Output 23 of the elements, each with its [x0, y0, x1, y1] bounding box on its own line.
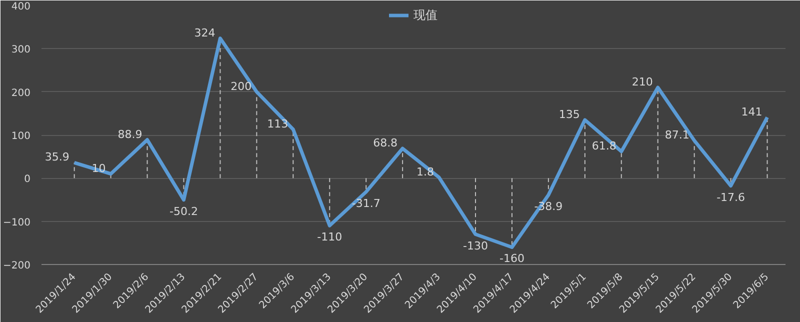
data-label: 68.8: [373, 136, 398, 150]
y-tick-label: 300: [11, 44, 31, 56]
y-tick-label: −200: [3, 260, 31, 272]
data-label: 141: [741, 105, 762, 118]
data-label: -110: [317, 230, 342, 244]
data-label: -130: [463, 239, 488, 252]
data-label: 88.9: [118, 128, 142, 141]
data-label: 135: [558, 108, 580, 121]
data-label: -160: [499, 252, 524, 266]
data-label: 200: [230, 80, 252, 93]
data-label: 87.1: [664, 128, 690, 142]
y-tick-label: 100: [11, 131, 31, 142]
data-label: 35.9: [44, 150, 70, 164]
data-label: 324: [194, 26, 216, 40]
data-label: 210: [632, 76, 653, 89]
y-tick-label: 200: [11, 88, 31, 99]
y-tick-label: 0: [24, 174, 31, 186]
y-tick-label: −100: [3, 217, 31, 228]
data-label: -17.6: [716, 190, 746, 204]
data-label: -50.2: [170, 204, 198, 218]
data-label: 113: [267, 117, 288, 130]
y-tick-label: 400: [11, 2, 31, 12]
legend-label: 现值: [414, 6, 438, 24]
